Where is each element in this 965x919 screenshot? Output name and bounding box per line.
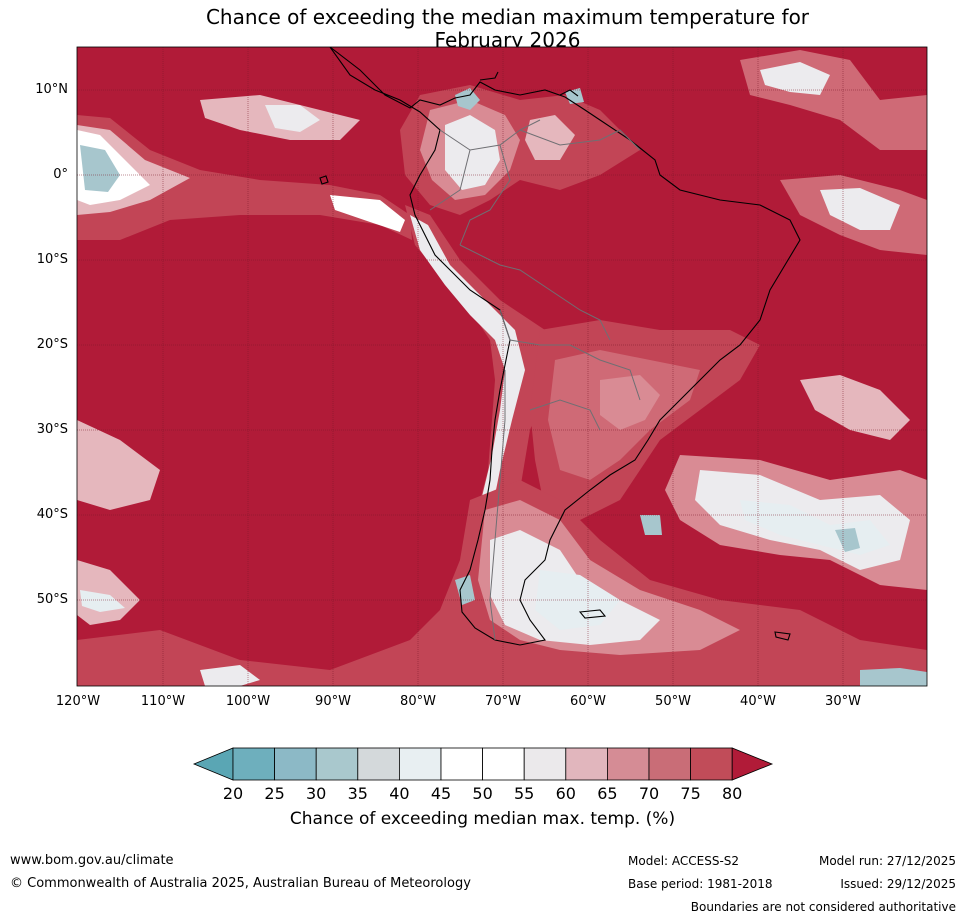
- colorbar-segment: [482, 747, 525, 781]
- graticule-lines: [77, 47, 927, 686]
- lon-label-70w: 70°W: [485, 694, 521, 709]
- lon-label-120w: 120°W: [55, 694, 101, 709]
- colorbar-tick-label: 60: [555, 784, 576, 803]
- colorbar-tick-label: 65: [597, 784, 618, 803]
- coastline-south-america: [319, 47, 801, 646]
- colorbar-segment: [607, 747, 650, 781]
- colorbar-segment: [648, 747, 691, 781]
- colorbar-segment: [398, 747, 442, 781]
- colorbar-label: Chance of exceeding median max. temp. (%…: [289, 809, 676, 829]
- colorbar-tick-label: 25: [264, 784, 285, 803]
- lat-label-0: 0°: [53, 167, 68, 182]
- colorbar-tick-label: 30: [306, 784, 327, 803]
- colorbar-tick-label: 40: [389, 784, 410, 803]
- lat-label-50s: 50°S: [36, 592, 68, 607]
- lat-label-30s: 30°S: [36, 422, 68, 437]
- lon-label-100w: 100°W: [225, 694, 271, 709]
- colorbar-tick-label: 80: [722, 784, 743, 803]
- base-period: Base period: 1981-2018: [628, 877, 773, 891]
- website-link[interactable]: www.bom.gov.au/climate: [10, 853, 174, 868]
- country-borders: [429, 119, 641, 641]
- colorbar-arrow-low: [192, 747, 234, 781]
- colorbar-tick-label: 55: [514, 784, 535, 803]
- lon-label-80w: 80°W: [400, 694, 436, 709]
- probability-contours: [77, 50, 927, 686]
- lat-label-10s: 10°S: [36, 252, 68, 267]
- map-title-line1: Chance of exceeding the median maximum t…: [205, 5, 810, 29]
- colorbar-segment: [274, 747, 317, 781]
- colorbar-tick-label: 75: [680, 784, 701, 803]
- copyright-text: © Commonwealth of Australia 2025, Austra…: [10, 876, 471, 891]
- lon-label-30w: 30°W: [825, 694, 861, 709]
- lon-label-40w: 40°W: [740, 694, 776, 709]
- lat-label-40s: 40°S: [36, 507, 68, 522]
- colorbar-segment: [690, 747, 733, 781]
- colorbar-tick-label: 20: [222, 784, 244, 803]
- colorbar-segment: [440, 747, 483, 781]
- boundaries-disclaimer: Boundaries are not considered authoritat…: [690, 900, 956, 914]
- colorbar-tick-label: 70: [638, 784, 660, 803]
- lon-label-50w: 50°W: [655, 694, 691, 709]
- map-title-line2: February 2026: [434, 28, 581, 52]
- model-run-date: Model run: 27/12/2025: [818, 854, 956, 868]
- lat-label-10n: 10°N: [35, 82, 68, 97]
- colorbar-segment: [523, 747, 567, 781]
- colorbar-segment: [565, 747, 608, 781]
- model-name: Model: ACCESS-S2: [628, 854, 740, 868]
- colorbar-segment: [232, 747, 275, 781]
- lat-label-20s: 20°S: [36, 337, 68, 352]
- colorbar-segment: [315, 747, 359, 781]
- lon-label-110w: 110°W: [140, 694, 186, 709]
- colorbar-segment: [357, 747, 400, 781]
- colorbar-tick-label: 45: [430, 784, 452, 803]
- issued-date: Issued: 29/12/2025: [840, 877, 956, 891]
- colorbar-tick-label: 35: [347, 784, 368, 803]
- colorbar-tick-label: 50: [472, 784, 493, 803]
- colorbar-arrow-high: [731, 747, 774, 781]
- lon-label-90w: 90°W: [315, 694, 351, 709]
- lon-label-60w: 60°W: [570, 694, 606, 709]
